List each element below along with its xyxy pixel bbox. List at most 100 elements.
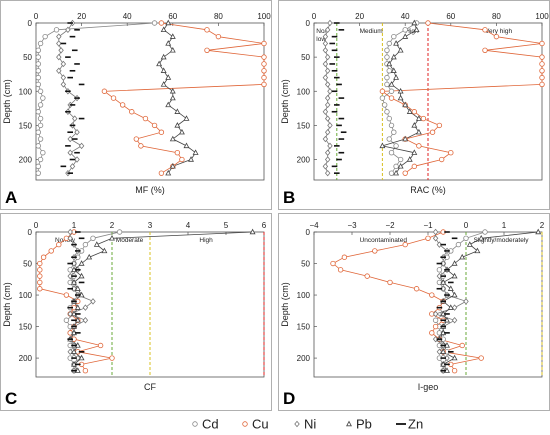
point-ni [451, 317, 458, 324]
x-tick-label: 2 [540, 221, 545, 230]
point-cu [420, 115, 427, 122]
x-axis-label: RAC (%) [410, 185, 446, 195]
panel-b-series [322, 19, 545, 177]
x-tick-label: 0 [34, 12, 39, 21]
point-pb [535, 228, 542, 235]
point-ni [432, 228, 439, 236]
point-cu [37, 260, 43, 267]
point-cu [138, 143, 144, 149]
point-cu [109, 355, 115, 361]
point-pb [402, 101, 409, 108]
point-cd [37, 102, 44, 108]
y-tick-label: 150 [297, 121, 311, 130]
point-cu [261, 40, 267, 47]
point-cd [384, 74, 390, 81]
point-ni [82, 317, 89, 324]
x-tick-label: 80 [214, 12, 223, 21]
point-pb [165, 74, 172, 80]
legend-item-ni: Ni [294, 417, 316, 432]
point-ni [324, 149, 331, 156]
point-cu [416, 143, 422, 149]
point-cu [341, 254, 348, 260]
point-ni [56, 33, 62, 40]
point-cd [388, 170, 395, 176]
point-cd [37, 122, 44, 129]
zone-label: Slightly/moderately [474, 237, 530, 244]
y-tick-label: 100 [297, 87, 311, 96]
x-tick-label: 100 [535, 12, 549, 21]
point-cu [539, 68, 545, 74]
point-cd [379, 95, 386, 101]
point-pb [169, 87, 176, 94]
point-ni [67, 348, 73, 356]
point-cu [539, 54, 545, 60]
point-pb [109, 234, 115, 241]
point-cd [388, 88, 395, 94]
x-tick-label: 60 [168, 12, 177, 21]
point-cu [411, 163, 418, 170]
point-ni [67, 310, 73, 318]
zone-label: No/ [316, 28, 326, 35]
point-pb [406, 156, 413, 162]
point-ni [327, 142, 333, 150]
x-tick-label: −1 [423, 221, 433, 230]
point-cd [386, 68, 392, 74]
point-cu [37, 286, 43, 292]
point-pb [160, 67, 167, 73]
point-cu [539, 61, 545, 67]
point-ni [322, 74, 329, 81]
legend-label: Zn [408, 417, 423, 432]
point-cd [151, 20, 158, 26]
point-pb [183, 142, 190, 149]
point-cd [35, 143, 41, 149]
point-cu [204, 47, 210, 54]
point-cd [63, 317, 70, 323]
point-pb [459, 253, 466, 260]
panel-d-frame [278, 213, 550, 411]
point-cd [397, 156, 404, 163]
x-tick-label: 20 [355, 12, 364, 21]
point-pb [71, 348, 77, 354]
point-pb [183, 115, 190, 121]
point-pb [169, 46, 176, 53]
point-cu [158, 170, 165, 176]
point-cu [158, 129, 165, 135]
point-pb [397, 94, 404, 101]
point-pb [451, 260, 458, 266]
point-cd [35, 47, 41, 54]
point-ni [60, 74, 67, 81]
y-tick-label: 100 [297, 291, 311, 300]
point-pb [411, 149, 418, 155]
legend-item-cd: Cd [192, 417, 219, 432]
point-pb [393, 74, 400, 80]
point-pb [474, 247, 481, 254]
y-tick-label: 150 [297, 323, 311, 332]
panel-letter: B [283, 188, 295, 207]
point-ni [322, 108, 329, 115]
point-cd [386, 115, 392, 122]
point-ni [324, 81, 331, 88]
point-cu [482, 27, 488, 33]
point-cu [40, 254, 47, 260]
legend-item-cu: Cu [242, 417, 269, 432]
point-ni [440, 285, 446, 292]
point-pb [447, 304, 454, 310]
point-cu [48, 248, 54, 254]
point-pb [169, 162, 176, 169]
legend-label: Ni [304, 417, 316, 432]
point-pb [390, 67, 397, 73]
point-pb [174, 108, 181, 114]
point-cd [37, 136, 44, 142]
point-cu [261, 74, 267, 81]
point-pb [406, 108, 413, 114]
point-cu [482, 47, 488, 54]
point-pb [478, 234, 485, 241]
x-axis-label: I-geo [418, 382, 439, 392]
point-ni [56, 40, 62, 47]
zone-label: Uncontaminated [360, 237, 408, 244]
point-cd [384, 54, 390, 60]
point-cu [56, 241, 62, 248]
point-cu [174, 149, 181, 156]
point-ni [60, 60, 67, 68]
point-ni [432, 310, 439, 318]
